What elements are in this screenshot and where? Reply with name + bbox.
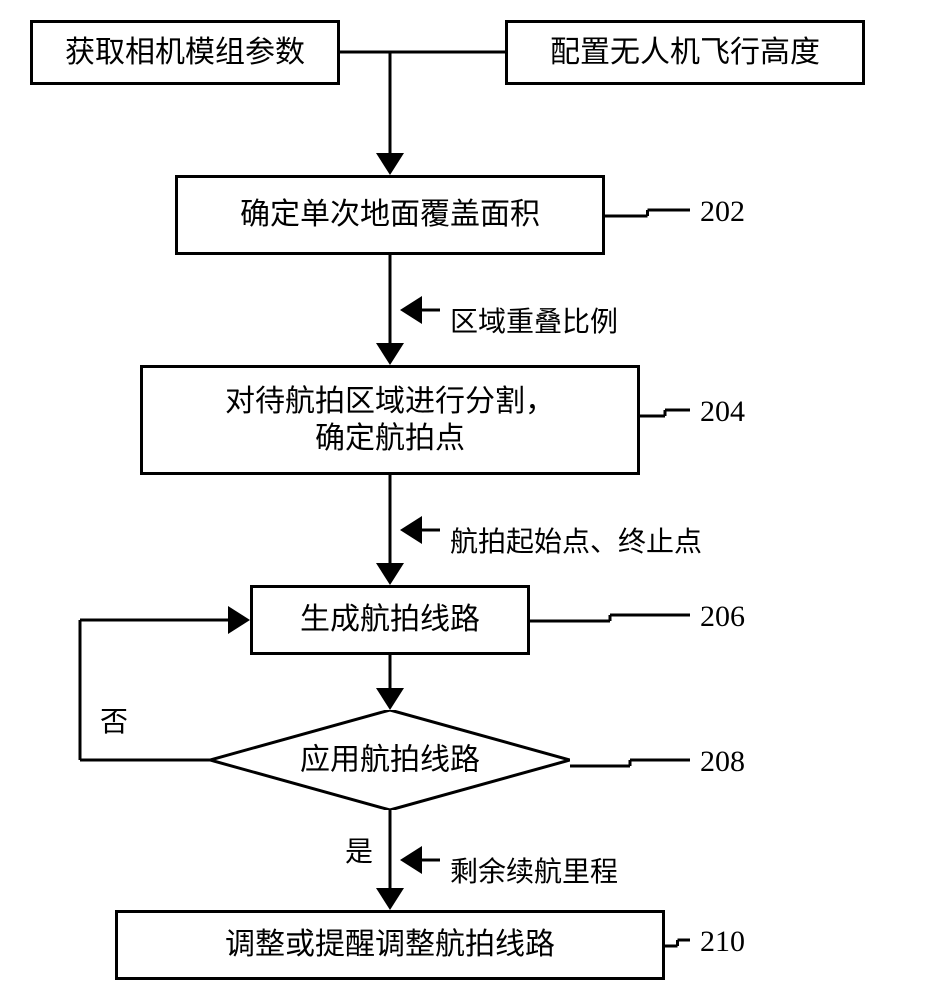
label-start-end: 航拍起始点、终止点: [450, 520, 702, 560]
flowchart-canvas: 获取相机模组参数 配置无人机飞行高度 确定单次地面覆盖面积 对待航拍区域进行分割…: [0, 0, 926, 1000]
box-202: 确定单次地面覆盖面积: [175, 175, 605, 255]
decision-208: 应用航拍线路: [210, 710, 570, 810]
box-top-right: 配置无人机飞行高度: [505, 20, 865, 85]
box-top-left-text: 获取相机模组参数: [65, 34, 305, 72]
stepnum-204: 204: [700, 395, 745, 429]
stepnum-202: 202: [700, 195, 745, 229]
box-210: 调整或提醒调整航拍线路: [115, 910, 665, 980]
box-204: 对待航拍区域进行分割， 确定航拍点: [140, 365, 640, 475]
box-206: 生成航拍线路: [250, 585, 530, 655]
box-top-left: 获取相机模组参数: [30, 20, 340, 85]
stepnum-206: 206: [700, 600, 745, 634]
box-202-text: 确定单次地面覆盖面积: [240, 196, 540, 234]
box-210-text: 调整或提醒调整航拍线路: [225, 926, 555, 964]
box-204-text: 对待航拍区域进行分割， 确定航拍点: [225, 383, 555, 458]
svg-text:应用航拍线路: 应用航拍线路: [300, 744, 480, 777]
branch-yes: 是: [345, 830, 373, 870]
box-top-right-text: 配置无人机飞行高度: [550, 34, 820, 72]
box-206-text: 生成航拍线路: [300, 601, 480, 639]
stepnum-208: 208: [700, 745, 745, 779]
label-range: 剩余续航里程: [450, 850, 618, 890]
label-overlap: 区域重叠比例: [450, 300, 618, 340]
stepnum-210: 210: [700, 925, 745, 959]
branch-no: 否: [100, 700, 128, 740]
